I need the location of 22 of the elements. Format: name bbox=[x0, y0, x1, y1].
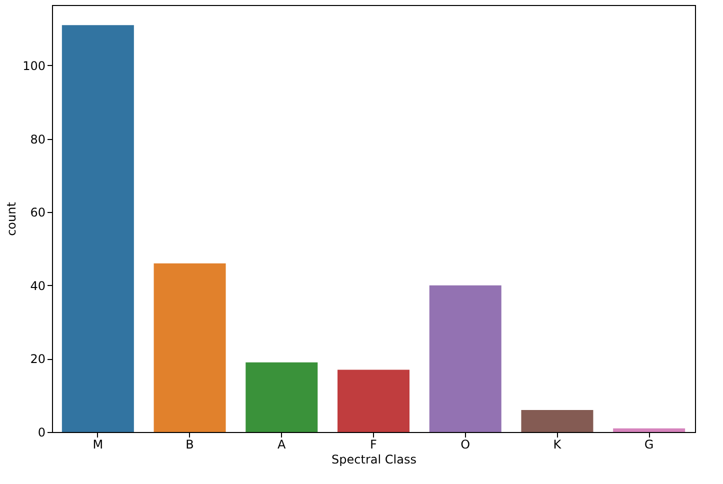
bar bbox=[338, 370, 410, 432]
bar bbox=[429, 285, 502, 432]
x-tick-label: B bbox=[186, 438, 194, 452]
bar bbox=[613, 428, 686, 432]
y-axis-title: count bbox=[4, 202, 19, 236]
y-tick-label: 40 bbox=[30, 278, 46, 293]
x-tick-label: K bbox=[553, 438, 562, 452]
bar bbox=[62, 25, 134, 432]
y-tick-label: 20 bbox=[30, 352, 46, 366]
y-tick-label: 100 bbox=[22, 58, 46, 73]
bar bbox=[154, 263, 226, 432]
x-axis-title: Spectral Class bbox=[332, 452, 416, 466]
x-tick-label: F bbox=[370, 438, 378, 452]
x-tick-label: A bbox=[278, 438, 287, 452]
bar bbox=[246, 362, 318, 432]
y-tick-label: 80 bbox=[30, 132, 46, 146]
x-tick-label: M bbox=[92, 438, 104, 452]
y-tick-label: 0 bbox=[38, 426, 46, 440]
x-tick-label: G bbox=[644, 438, 654, 452]
y-tick-label: 60 bbox=[30, 206, 46, 220]
bar bbox=[521, 410, 594, 432]
x-tick-label: O bbox=[460, 438, 470, 452]
